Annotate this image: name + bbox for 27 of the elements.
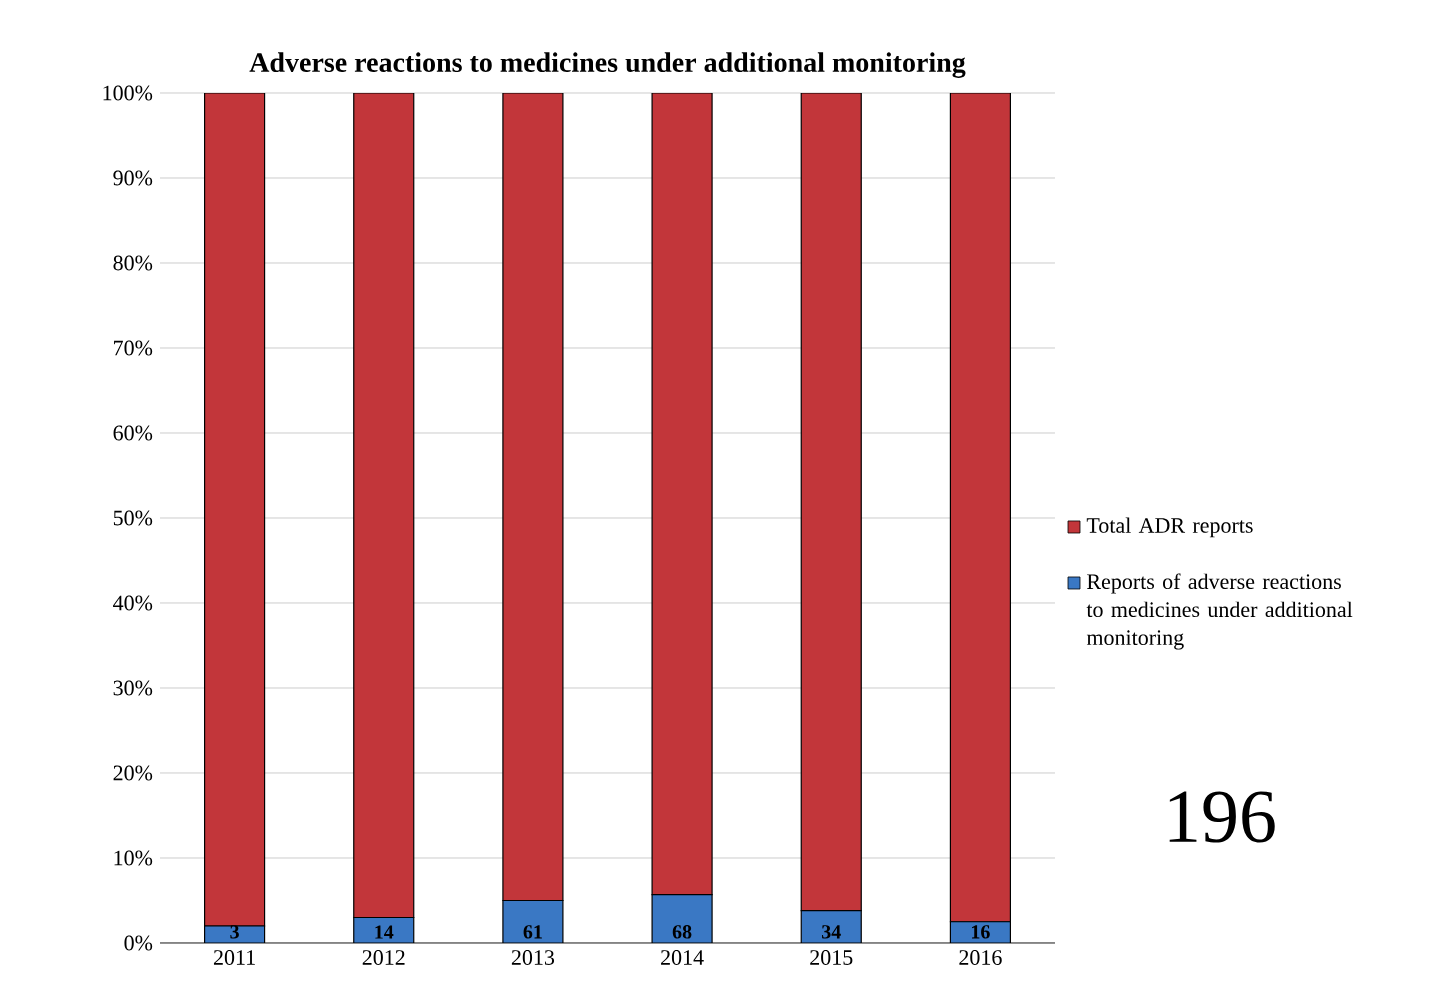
y-tick-label: 100% — [103, 85, 153, 101]
y-tick-label: 60% — [113, 425, 153, 441]
annotation: 14 — [375, 925, 394, 939]
y-tick-label: 0% — [124, 935, 153, 951]
x-tick-label: 2016 — [959, 950, 1002, 965]
y-tick-label: 70% — [114, 340, 153, 356]
annotation: 68 — [672, 925, 692, 939]
x-tick-label: 2014 — [661, 950, 704, 965]
annotation: 3 — [230, 925, 239, 939]
legend-label: Total ADR reports — [1086, 517, 1253, 538]
x-tick-label: 2015 — [810, 950, 853, 965]
x-tick-label: 2011 — [213, 950, 255, 965]
chart-title: Adverse reactions to medicines under additional monitoring — [249, 52, 966, 78]
y-tick-label: 10% — [114, 850, 153, 866]
y-tick-label: 90% — [113, 170, 153, 186]
y-tick-label: 40% — [113, 595, 153, 611]
y-tick-label: 50% — [113, 510, 153, 526]
x-tick-label: 2012 — [362, 950, 405, 965]
y-tick-label: 80% — [113, 255, 153, 271]
x-tick-label: 2013 — [511, 950, 555, 965]
y-tick-label: 20% — [113, 765, 153, 781]
text: 196 — [1169, 791, 1275, 843]
annotation: 16 — [972, 925, 990, 939]
annotation: 61 — [523, 925, 542, 939]
legend-label: Reports of adverse reactions to medicines under additional monitoring — [1086, 573, 1353, 650]
y-tick-label: 30% — [113, 680, 153, 696]
annotation: 34 — [821, 925, 841, 939]
